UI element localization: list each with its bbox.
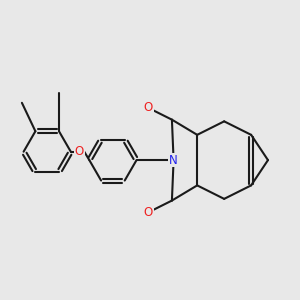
Text: O: O [144, 101, 153, 114]
Text: O: O [144, 206, 153, 219]
Text: N: N [169, 154, 178, 166]
Text: O: O [75, 145, 84, 158]
